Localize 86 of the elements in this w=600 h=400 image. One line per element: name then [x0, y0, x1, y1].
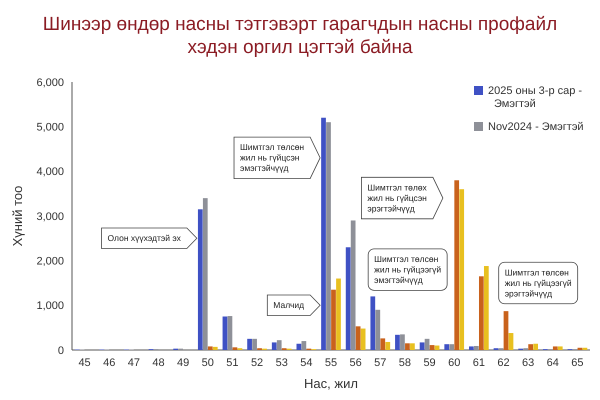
bar [208, 346, 213, 350]
x-tick-label: 57 [374, 357, 386, 369]
bar [321, 118, 326, 350]
y-axis-title: Хүний тоо [10, 186, 25, 246]
bar [346, 247, 351, 350]
chart-title: Шинээр өндөр насны тэтгэвэрт гарагчдын насны профайл хэдэн оргил цэгтэй байна [42, 14, 558, 58]
legend-label: 2025 оны 3-р сар - Эмэгтэй [488, 85, 582, 110]
bar [420, 342, 424, 350]
bar [198, 209, 203, 350]
annotation: Малчид [273, 300, 304, 310]
x-tick-label: 48 [152, 357, 165, 369]
bar [331, 290, 336, 350]
bar [528, 344, 534, 350]
y-tick-label: 2,000 [36, 256, 64, 268]
bar [478, 276, 484, 350]
y-tick-label: 1,000 [36, 300, 64, 312]
bar [247, 338, 252, 350]
bar [444, 344, 450, 350]
x-tick-label: 46 [103, 357, 116, 369]
x-tick-label: 55 [324, 357, 338, 369]
bar [212, 346, 218, 350]
bar [504, 311, 508, 350]
bar [449, 344, 454, 350]
x-tick-label: 54 [300, 357, 312, 369]
bar [326, 122, 331, 350]
y-tick-label: 4,000 [36, 166, 64, 178]
y-tick-label: 3,000 [36, 210, 64, 223]
bar [385, 342, 390, 350]
bar [222, 316, 228, 350]
bar [484, 266, 489, 350]
x-tick-label: 63 [522, 357, 534, 369]
bar [375, 310, 380, 350]
bar [434, 346, 440, 350]
bar [228, 316, 232, 350]
x-tick-label: 58 [398, 357, 412, 369]
bar [301, 341, 306, 350]
x-tick-label: 51 [226, 357, 239, 369]
x-tick-label: 65 [571, 357, 584, 369]
bar [202, 198, 208, 350]
x-tick-label: 64 [546, 357, 559, 369]
x-axis-title: Нас, жил [304, 376, 358, 391]
bar [405, 343, 410, 350]
annotation: Шимтгэл төлсөн жил нь гүйцээгүй эрэгтэйчүүд [504, 267, 572, 298]
bar [424, 338, 430, 350]
bar [558, 346, 563, 350]
x-tick-label: 52 [250, 357, 264, 369]
annotation: Олон хүүхэдтэй эх [108, 232, 182, 243]
bar [350, 220, 356, 350]
bar [454, 180, 460, 350]
bar [232, 347, 238, 350]
x-tick-label: 61 [472, 357, 485, 369]
annotation: Шимтгэл төлөх жил нь гүйцсэн эрэгтэйчүүд [367, 182, 428, 214]
annotation: Шимтгэл төлсөн жил нь гүйцсэн эмэгтэйчүүд [240, 142, 304, 174]
bar [400, 334, 405, 350]
x-tick-label: 45 [78, 357, 91, 369]
x-tick-label: 60 [448, 357, 460, 369]
bar [552, 346, 558, 350]
bar [430, 345, 434, 350]
x-tick-label: 47 [128, 357, 140, 369]
x-tick-label: 53 [276, 357, 288, 369]
bar [360, 328, 366, 350]
y-tick-label: 6,000 [36, 76, 64, 89]
bar [410, 343, 415, 350]
bar [252, 338, 257, 350]
annotation: Шимтгэл төлсөн жил нь гүйцээгүй эмэгтэйчүүд [374, 254, 442, 285]
x-tick-label: 62 [497, 357, 510, 369]
bar [380, 338, 386, 350]
x-tick-label: 49 [177, 357, 190, 369]
bar [336, 278, 341, 350]
y-tick-label: 5,000 [36, 122, 64, 134]
bar [459, 189, 464, 350]
x-tick-label: 56 [350, 357, 362, 369]
bar [296, 344, 302, 350]
bar [276, 340, 282, 350]
bar [370, 296, 376, 350]
bar [469, 346, 474, 350]
x-tick-label: 50 [202, 357, 214, 369]
x-tick-label: 59 [423, 357, 436, 369]
bar [533, 344, 538, 350]
bar [395, 334, 400, 350]
legend-label: Nov2024 - Эмэгтэй [488, 121, 584, 133]
bar [356, 326, 361, 350]
y-tick-label: 0 [58, 344, 64, 357]
bar [272, 342, 277, 350]
bar [508, 333, 514, 350]
bar [474, 346, 479, 350]
